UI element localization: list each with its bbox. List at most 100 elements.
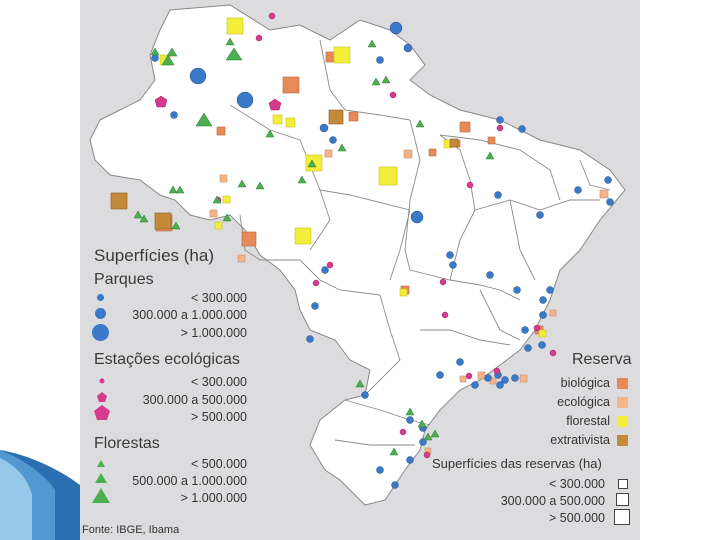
floresta-medium-symbol <box>95 473 107 483</box>
parque-marker <box>189 67 207 85</box>
reserva-marker <box>237 254 246 263</box>
legend-superficies-item-1: < 300.000 <box>549 477 605 491</box>
floresta-marker <box>168 185 178 194</box>
legend-florestas-item-1: < 500.000 <box>191 457 247 471</box>
parque-marker <box>410 210 424 224</box>
parque-marker <box>496 381 504 389</box>
parque-marker <box>236 91 254 109</box>
legend-estacoes-item-3: > 500.000 <box>191 410 247 424</box>
estacao-marker <box>465 372 473 380</box>
floresta-marker <box>166 47 178 57</box>
estacao-symbols <box>94 378 110 420</box>
parque-marker <box>321 266 329 274</box>
floresta-marker <box>430 429 440 438</box>
legend-parques-item-1: < 300.000 <box>191 291 247 305</box>
parque-marker <box>436 371 444 379</box>
parque-marker <box>606 198 614 206</box>
legend-parques-title: Parques <box>94 271 154 288</box>
reserva-marker <box>222 195 231 204</box>
parque-marker <box>501 376 509 384</box>
reserva-marker <box>154 212 172 230</box>
floresta-large-symbol <box>92 488 110 503</box>
legend-reserva-item-1: biológica <box>560 376 610 390</box>
floresta-markers <box>133 37 495 456</box>
reserva-marker <box>272 114 283 125</box>
estacao-marker <box>549 349 557 357</box>
parque-marker <box>456 358 464 366</box>
estacao-marker <box>466 181 474 189</box>
estacao-medium-symbol <box>97 392 107 402</box>
parque-marker <box>486 271 494 279</box>
parque-marker <box>574 186 582 194</box>
floresta-marker <box>371 77 381 86</box>
legend-estacoes-item-1: < 300.000 <box>191 375 247 389</box>
brazil-map <box>89 4 626 506</box>
parque-marker <box>446 251 454 259</box>
parque-marker <box>539 296 547 304</box>
estacao-markers <box>154 12 557 459</box>
estacao-marker <box>326 261 334 269</box>
parque-marker <box>513 286 521 294</box>
legend-superficies-item-2: 300.000 a 500.000 <box>500 494 605 508</box>
floresta-marker <box>133 210 143 219</box>
parque-marker <box>306 335 314 343</box>
estacao-marker <box>493 367 501 375</box>
parque-marker <box>170 111 178 119</box>
reserva-marker <box>226 17 244 35</box>
legend-superficies-item-3: > 500.000 <box>549 511 605 525</box>
estacao-marker <box>312 279 320 287</box>
parque-marker <box>546 286 554 294</box>
legend-reserva-item-2: ecológica <box>557 395 610 409</box>
superficie-large-symbol <box>614 509 630 525</box>
parque-marker <box>524 344 532 352</box>
reserva-marker <box>333 46 351 64</box>
parque-marker <box>376 56 384 64</box>
estacao-marker <box>268 12 276 20</box>
floresta-marker <box>415 119 425 128</box>
legend-parques-item-3: > 1.000.000 <box>180 326 247 340</box>
legend-reserva-item-3: florestal <box>566 414 610 428</box>
parque-marker <box>511 374 519 382</box>
reserva-marker <box>599 189 609 199</box>
floresta-marker <box>337 143 347 152</box>
corner-decoration <box>0 450 80 540</box>
floresta-marker <box>255 181 265 190</box>
parque-marker <box>319 123 329 133</box>
floresta-marker <box>423 432 433 441</box>
estacao-small-symbol <box>99 378 105 384</box>
floresta-marker <box>417 419 427 428</box>
parque-marker <box>494 191 502 199</box>
parque-marker <box>376 466 384 474</box>
parque-marker <box>391 481 399 489</box>
legend-florestas-item-2: 500.000 a 1.000.000 <box>132 474 247 488</box>
reserva-florestal-swatch <box>617 416 628 427</box>
floresta-marker <box>265 129 275 138</box>
parque-marker <box>361 391 369 399</box>
parque-marker <box>151 54 159 62</box>
floresta-marker <box>212 195 222 204</box>
reserva-marker <box>459 375 467 383</box>
legend-reserva-title: Reserva <box>572 351 632 368</box>
estacao-marker <box>423 451 431 459</box>
estacao-marker <box>268 98 282 111</box>
parque-marker <box>406 456 414 464</box>
parque-marker <box>389 21 403 35</box>
reserva-marker <box>294 227 312 245</box>
floresta-marker <box>139 214 149 223</box>
legend-reserva-item-4: extrativista <box>550 433 610 447</box>
floresta-marker <box>225 37 235 46</box>
legend-title: Superfícies (ha) <box>94 246 214 265</box>
reserva-marker <box>214 221 223 230</box>
reserva-marker <box>219 174 228 183</box>
estacao-marker <box>154 95 168 108</box>
floresta-marker <box>161 54 175 66</box>
reserva-extrativista-markers <box>110 109 459 230</box>
estacao-marker <box>533 324 541 332</box>
parque-marker <box>449 261 457 269</box>
estacao-marker <box>441 311 449 319</box>
parque-marker <box>329 136 337 144</box>
state-borders <box>229 39 611 446</box>
reserva-biologica-swatch <box>617 378 628 389</box>
reserva-marker <box>378 166 398 186</box>
floresta-marker <box>171 221 181 230</box>
